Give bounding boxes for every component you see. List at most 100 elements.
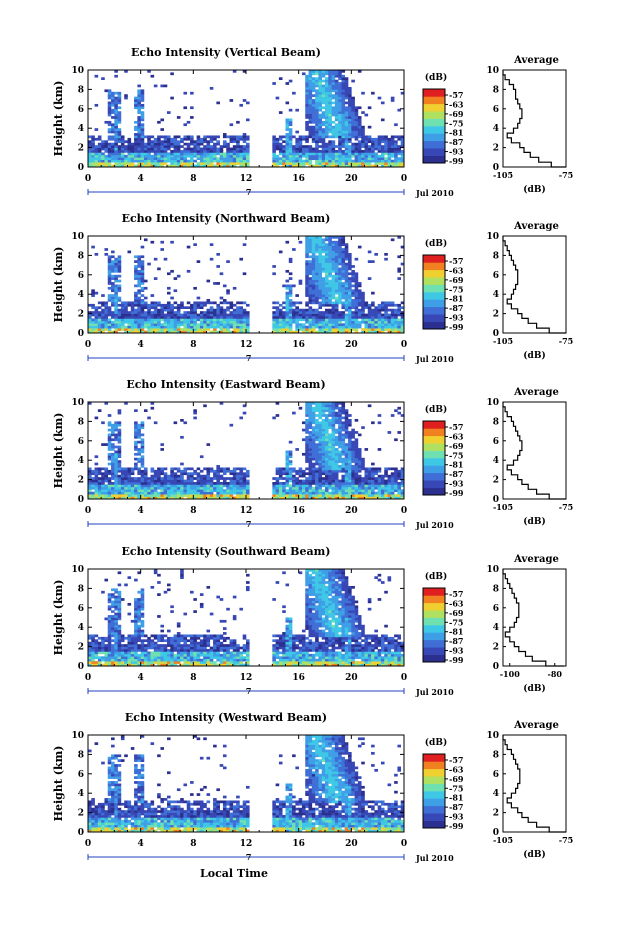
heatmap-cell: [341, 116, 346, 119]
heatmap-cell: [344, 250, 349, 254]
heatmap-cell: [318, 467, 323, 471]
heatmap-cell: [357, 484, 362, 488]
heatmap-cell: [137, 426, 141, 429]
heatmap-cell: [331, 284, 336, 288]
heatmap-cell: [183, 152, 188, 156]
heatmap-cell: [380, 494, 385, 497]
heatmap-cell: [384, 313, 388, 317]
heatmap-cell: [305, 409, 309, 412]
heatmap-cell: [308, 86, 313, 90]
heatmap-cell: [374, 491, 378, 495]
heatmap-cell: [107, 164, 112, 168]
heatmap-cell: [114, 301, 118, 305]
heatmap-cell: [160, 248, 165, 251]
heatmap-cell: [341, 130, 346, 134]
heatmap-cell: [203, 323, 207, 327]
heatmap-cell: [140, 260, 145, 263]
heatmap-cell: [357, 154, 362, 158]
heatmap-cell: [371, 474, 375, 478]
heatmap-cell: [150, 477, 155, 480]
heatmap-cell: [315, 262, 319, 266]
heatmap-cell: [311, 472, 316, 476]
heatmap-cell: [140, 469, 145, 473]
heatmap-cell: [321, 243, 326, 246]
heatmap-cell: [328, 142, 332, 146]
heatmap-cell: [328, 448, 332, 451]
heatmap-cell: [97, 494, 102, 497]
heatmap-cell: [371, 320, 375, 324]
heatmap-cell: [160, 306, 165, 310]
heatmap-cell: [272, 159, 276, 163]
heatmap-cell: [298, 145, 303, 148]
heatmap-cell: [298, 325, 303, 329]
heatmap-cell: [315, 274, 319, 278]
heatmap-cell: [246, 328, 250, 331]
heatmap-cell: [315, 435, 319, 439]
heatmap-cell: [114, 313, 118, 317]
heatmap-cell: [331, 418, 336, 422]
heatmap-cell: [321, 267, 326, 271]
heatmap-cell: [111, 255, 115, 259]
heatmap-cell: [278, 323, 283, 327]
heatmap-cell: [348, 448, 352, 451]
heatmap-cell: [374, 308, 378, 312]
heatmap-cell: [371, 479, 375, 483]
heatmap-cell: [114, 482, 118, 485]
heatmap-cell: [334, 489, 339, 493]
heatmap-cell: [140, 99, 145, 102]
heatmap-cell: [239, 484, 244, 488]
heatmap-cell: [157, 323, 161, 327]
heatmap-cell: [186, 245, 191, 249]
heatmap-cell: [331, 450, 336, 454]
heatmap-cell: [101, 142, 105, 146]
heatmap-cell: [374, 330, 378, 334]
heatmap-cell: [308, 284, 313, 288]
heatmap-cell: [147, 482, 151, 485]
heatmap-cell: [325, 318, 329, 322]
heatmap-cell: [361, 162, 365, 165]
colorbar-unit: (dB): [425, 238, 447, 249]
heatmap-cell: [137, 301, 141, 305]
heatmap-cell: [315, 311, 319, 314]
heatmap-cell: [328, 238, 332, 242]
heatmap-cell: [305, 284, 309, 288]
heatmap-cell: [331, 438, 336, 442]
heatmap-cell: [334, 145, 339, 148]
heatmap-cell: [292, 489, 296, 493]
heatmap-cell: [288, 479, 293, 483]
heatmap-cell: [239, 489, 244, 493]
heatmap-cell: [196, 147, 201, 151]
average-profile-line: [502, 236, 566, 334]
heatmap-cell: [160, 142, 165, 146]
heatmap-cell: [117, 494, 122, 497]
heatmap-cell: [219, 311, 224, 314]
heatmap-cell: [226, 291, 230, 295]
heatmap-cell: [97, 147, 102, 151]
heatmap-cell: [318, 455, 323, 459]
heatmap-cell: [282, 318, 286, 322]
heatmap-cell: [390, 479, 395, 483]
heatmap-cell: [341, 77, 346, 80]
heatmap-cell: [357, 145, 362, 148]
heatmap-cell: [114, 162, 118, 165]
heatmap-cell: [311, 118, 316, 122]
heatmap-cell: [308, 282, 313, 285]
heatmap-cell: [239, 474, 244, 478]
panel-2: Echo Intensity (Northward Beam)0246810He…: [52, 212, 573, 364]
heatmap-cell: [111, 99, 115, 102]
heatmap-cell: [348, 91, 352, 95]
heatmap-cell: [222, 330, 227, 334]
heatmap-cell: [134, 303, 138, 307]
heatmap-cell: [305, 404, 309, 408]
heatmap-cell: [209, 301, 214, 305]
heatmap-cell: [114, 303, 118, 307]
heatmap-cell: [107, 137, 112, 141]
heatmap-cell: [206, 318, 211, 322]
heatmap-cell: [206, 325, 211, 329]
heatmap-cell: [140, 145, 145, 148]
colorbar-label: -57: [449, 90, 463, 100]
heatmap-cell: [117, 462, 122, 466]
heatmap-cell: [137, 460, 141, 463]
heatmap-cell: [134, 164, 138, 168]
heatmap-cell: [357, 455, 362, 459]
